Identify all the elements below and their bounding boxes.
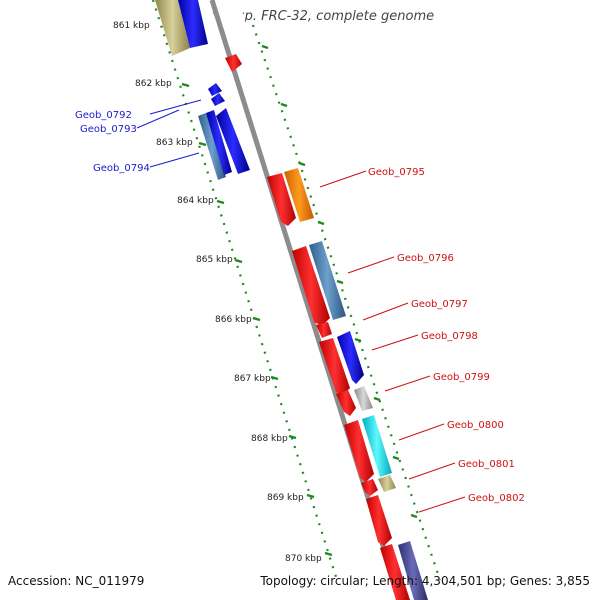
tick-mark	[234, 258, 243, 264]
tick-mark	[306, 493, 315, 499]
leader-line	[149, 152, 200, 168]
gene-red-bottom[interactable]	[380, 544, 410, 600]
gene-label-geob-0797[interactable]: Geob_0797	[411, 299, 468, 310]
tick-mark	[373, 396, 381, 402]
leader-line	[149, 99, 202, 115]
kbp-label: 867 kbp	[234, 374, 271, 384]
leader-lines	[136, 99, 466, 513]
kbp-label: 866 kbp	[215, 315, 252, 325]
gene-red-small-1[interactable]	[225, 54, 242, 72]
leader-line	[347, 256, 395, 274]
gene-geob-0794-a[interactable]	[198, 113, 226, 180]
leader-line	[136, 109, 180, 129]
gene-geob-0797[interactable]	[316, 322, 332, 338]
kbp-label: 861 kbp	[113, 21, 150, 31]
tick-mark	[410, 513, 418, 519]
tick-mark	[392, 455, 400, 461]
tick-mark	[288, 434, 297, 440]
gene-label-geob-0796[interactable]: Geob_0796	[397, 253, 454, 264]
gene-geob-0796-a[interactable]	[292, 246, 330, 326]
gene-geob-0799-a[interactable]	[336, 390, 356, 416]
kbp-labels: 861 kbp 862 kbp 863 kbp 864 kbp 865 kbp …	[113, 21, 322, 564]
leader-line	[398, 423, 445, 441]
tick-mark	[252, 316, 261, 322]
gene-geob-0796-b[interactable]	[309, 241, 346, 320]
gene-geob-0798-a[interactable]	[319, 338, 350, 396]
tick-marks	[162, 24, 418, 557]
tick-mark	[280, 102, 288, 108]
kbp-label: 863 kbp	[156, 138, 193, 148]
leader-line	[418, 496, 466, 513]
tick-mark	[317, 220, 325, 226]
kbp-label: 868 kbp	[251, 434, 288, 444]
gene-label-geob-0792[interactable]: Geob_0792	[75, 110, 132, 121]
left-strand-genes	[155, 0, 250, 180]
gene-geob-0798-b[interactable]	[337, 331, 364, 384]
tick-mark	[298, 161, 306, 167]
leader-line	[371, 334, 419, 351]
gene-geob-0800-b[interactable]	[362, 415, 392, 477]
accession-text: Accession: NC_011979	[8, 574, 145, 588]
tick-mark	[216, 199, 225, 205]
tick-mark	[181, 82, 190, 88]
length-text: Length: 4,304,501 bp;	[372, 574, 507, 588]
tick-mark	[336, 279, 344, 285]
gene-blue-long[interactable]	[216, 108, 250, 174]
kbp-label: 864 kbp	[177, 196, 214, 206]
gene-geob-0793[interactable]	[211, 93, 225, 106]
gene-label-geob-0795[interactable]: Geob_0795	[368, 167, 425, 178]
left-gene-labels: Geob_0792 Geob_0793 Geob_0794	[75, 110, 150, 174]
gene-label-geob-0801[interactable]: Geob_0801	[458, 459, 515, 470]
gene-geob-0794-b[interactable]	[206, 110, 232, 175]
gene-geob-0795-a[interactable]	[267, 173, 296, 226]
leader-line	[408, 462, 456, 480]
gene-geob-0801-a[interactable]	[361, 479, 378, 496]
tick-mark	[198, 141, 207, 147]
kbp-label: 870 kbp	[285, 554, 322, 564]
gene-label-geob-0798[interactable]: Geob_0798	[421, 331, 478, 342]
left-band	[182, 0, 398, 600]
right-gene-labels: Geob_0795 Geob_0796 Geob_0797 Geob_0798 …	[368, 167, 525, 504]
gene-geob-0800-a[interactable]	[344, 420, 374, 482]
gene-geob-0795-b[interactable]	[284, 168, 314, 222]
topology-text: Topology: circular;	[260, 574, 369, 588]
tick-mark	[324, 551, 333, 557]
kbp-label: 862 kbp	[135, 79, 172, 89]
leader-line	[384, 375, 431, 392]
gene-geob-0802[interactable]	[366, 495, 392, 546]
gene-slate-bottom[interactable]	[398, 541, 428, 600]
gene-khaki-top[interactable]	[155, 0, 190, 56]
gene-geob-0799-b[interactable]	[354, 386, 373, 411]
gene-label-geob-0802[interactable]: Geob_0802	[468, 493, 525, 504]
gene-geob-0801-b[interactable]	[378, 475, 396, 492]
kbp-label: 865 kbp	[196, 255, 233, 265]
kbp-label: 869 kbp	[267, 493, 304, 503]
gene-blue-top[interactable]	[178, 0, 208, 48]
gene-geob-0792[interactable]	[208, 83, 222, 96]
tick-mark	[261, 44, 269, 50]
gene-label-geob-0794[interactable]: Geob_0794	[93, 163, 150, 174]
leader-line	[319, 170, 367, 188]
gene-label-geob-0793[interactable]: Geob_0793	[80, 124, 137, 135]
right-strand-genes	[267, 168, 428, 600]
genes-count-text: Genes: 3,855	[509, 574, 590, 588]
leader-line	[362, 302, 409, 321]
tick-mark	[354, 337, 362, 343]
tick-mark	[270, 375, 279, 381]
gene-label-geob-0800[interactable]: Geob_0800	[447, 420, 504, 431]
genome-summary: Topology: circular; Length: 4,304,501 bp…	[260, 574, 590, 588]
gene-label-geob-0799[interactable]: Geob_0799	[433, 372, 490, 383]
